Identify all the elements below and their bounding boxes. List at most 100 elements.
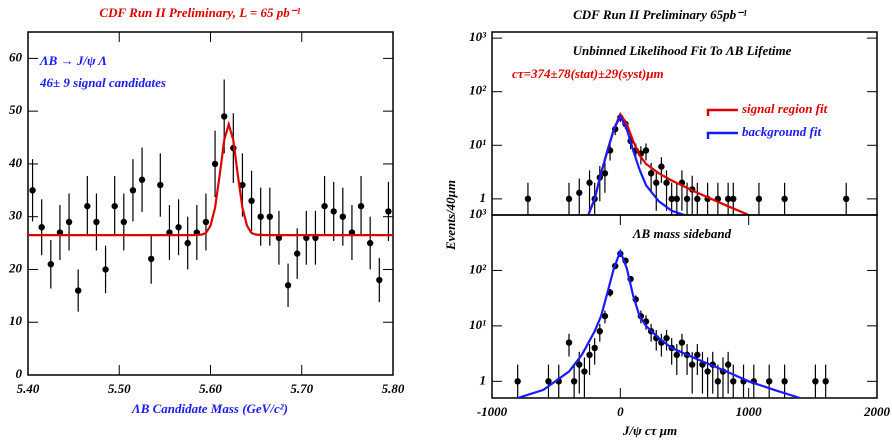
data-point (321, 202, 328, 210)
data-point (647, 170, 655, 177)
data-point (766, 378, 773, 385)
data-point (730, 378, 737, 385)
y-tick-label: 1 (480, 372, 487, 387)
fit-curve (28, 120, 393, 237)
data-point (663, 179, 670, 186)
data-point (293, 250, 301, 257)
data-point (586, 179, 593, 186)
x-tick-label: 0 (617, 404, 624, 419)
plot-area (514, 248, 829, 398)
data-point (724, 195, 732, 203)
data-point (581, 368, 588, 375)
data-point (570, 378, 578, 385)
data-point (202, 218, 210, 226)
legend-swatch (706, 131, 738, 139)
y-tick-label: 50 (9, 102, 23, 117)
plot-area (524, 111, 850, 215)
x-tick-label: 2000 (863, 404, 891, 419)
data-point (514, 378, 521, 385)
data-point (38, 224, 45, 231)
legend-label: signal region fit (741, 101, 828, 116)
data-point (376, 276, 383, 284)
data-point (248, 197, 255, 205)
data-point (755, 195, 763, 203)
y-axis-label: Events/40μm (443, 180, 458, 251)
data-point (668, 195, 675, 203)
y-tick-label: 10² (469, 83, 487, 98)
data-point (689, 361, 696, 368)
annotation: Unbinned Likelihood Fit To ΛB Lifetime (573, 43, 792, 58)
y-tick-label: 40 (8, 155, 23, 170)
data-point (843, 195, 850, 203)
data-point (138, 176, 146, 183)
annotation: ΛB → J/ψ Λ (39, 53, 107, 68)
data-point (658, 163, 665, 170)
data-point (385, 208, 392, 215)
data-point (284, 282, 292, 289)
chart-title: CDF Run II Preliminary, L = 65 pb⁻¹ (99, 5, 300, 20)
data-point (330, 208, 337, 215)
data-point (586, 351, 593, 359)
data-point (704, 368, 711, 375)
data-point (724, 361, 732, 368)
y-tick-label: 10³ (469, 206, 487, 221)
data-point (673, 351, 680, 359)
y-tick-label: 30 (8, 208, 23, 223)
data-point (642, 147, 650, 154)
data-point (565, 339, 573, 346)
data-point (694, 351, 701, 359)
x-tick-label: -1000 (477, 404, 508, 419)
data-point (29, 187, 36, 194)
y-tick-label: 20 (8, 260, 23, 275)
y-tick-label: 1 (480, 190, 487, 205)
data-point (812, 378, 819, 385)
data-point (565, 195, 573, 203)
data-point (714, 378, 722, 385)
legend-label: background fit (742, 124, 821, 139)
data-point (175, 224, 182, 231)
annotation: 46± 9 signal candidates (39, 75, 166, 90)
data-point (781, 195, 788, 203)
x-axis-label: ΛB Candidate Mass (GeV/c²) (131, 401, 288, 416)
annotation: cτ=374±78(stat)±29(syst)μm (512, 66, 664, 81)
data-point (730, 195, 737, 203)
plot-frame (491, 214, 878, 399)
data-point (129, 187, 137, 194)
fit-curve (517, 248, 801, 398)
y-tick-label: 10³ (469, 29, 487, 44)
data-point (84, 202, 91, 210)
data-point (211, 160, 219, 168)
data-point (339, 213, 347, 220)
y-tick-label: 10¹ (469, 317, 486, 332)
data-point (74, 287, 82, 294)
data-point (678, 339, 686, 346)
x-tick-label: 1000 (736, 404, 763, 419)
data-point (65, 218, 73, 226)
data-point (184, 239, 191, 247)
x-axis-label: J/ψ cτ μm (622, 423, 677, 438)
fit-curve (587, 113, 685, 215)
data-point (266, 213, 274, 220)
data-point (663, 334, 670, 342)
chart-title: CDF Run II Preliminary 65pb⁻¹ (573, 7, 747, 22)
x-tick-label: 5.60 (199, 381, 222, 396)
data-point (545, 378, 552, 385)
data-point (157, 181, 164, 189)
plot-area (28, 79, 393, 312)
data-point (601, 170, 609, 177)
data-point (120, 218, 128, 226)
data-point (653, 179, 660, 186)
y-tick-label: 10¹ (469, 136, 486, 151)
data-point (683, 195, 691, 203)
x-tick-label: 5.80 (382, 381, 405, 396)
data-point (822, 378, 829, 385)
data-point (596, 328, 603, 335)
data-point (576, 189, 583, 196)
data-point (781, 378, 788, 385)
data-point (257, 213, 264, 220)
x-tick-label: 5.50 (108, 381, 131, 396)
y-tick-label: 10² (469, 261, 487, 276)
data-point (220, 113, 228, 120)
data-point (601, 312, 609, 320)
data-point (694, 195, 701, 203)
